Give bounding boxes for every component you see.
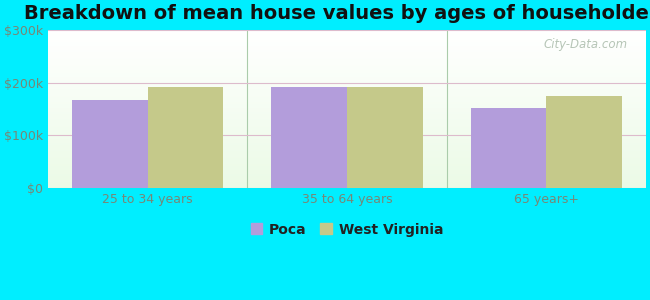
Bar [471,108,546,188]
Bar [546,96,622,188]
Bar [347,86,422,188]
Bar [148,86,224,188]
Legend: Poca, West Virginia: Poca, West Virginia [247,219,447,241]
Text: City-Data.com: City-Data.com [544,38,628,51]
Title: Breakdown of mean house values by ages of householders: Breakdown of mean house values by ages o… [24,4,650,23]
Bar [72,100,148,188]
Bar [271,86,347,188]
